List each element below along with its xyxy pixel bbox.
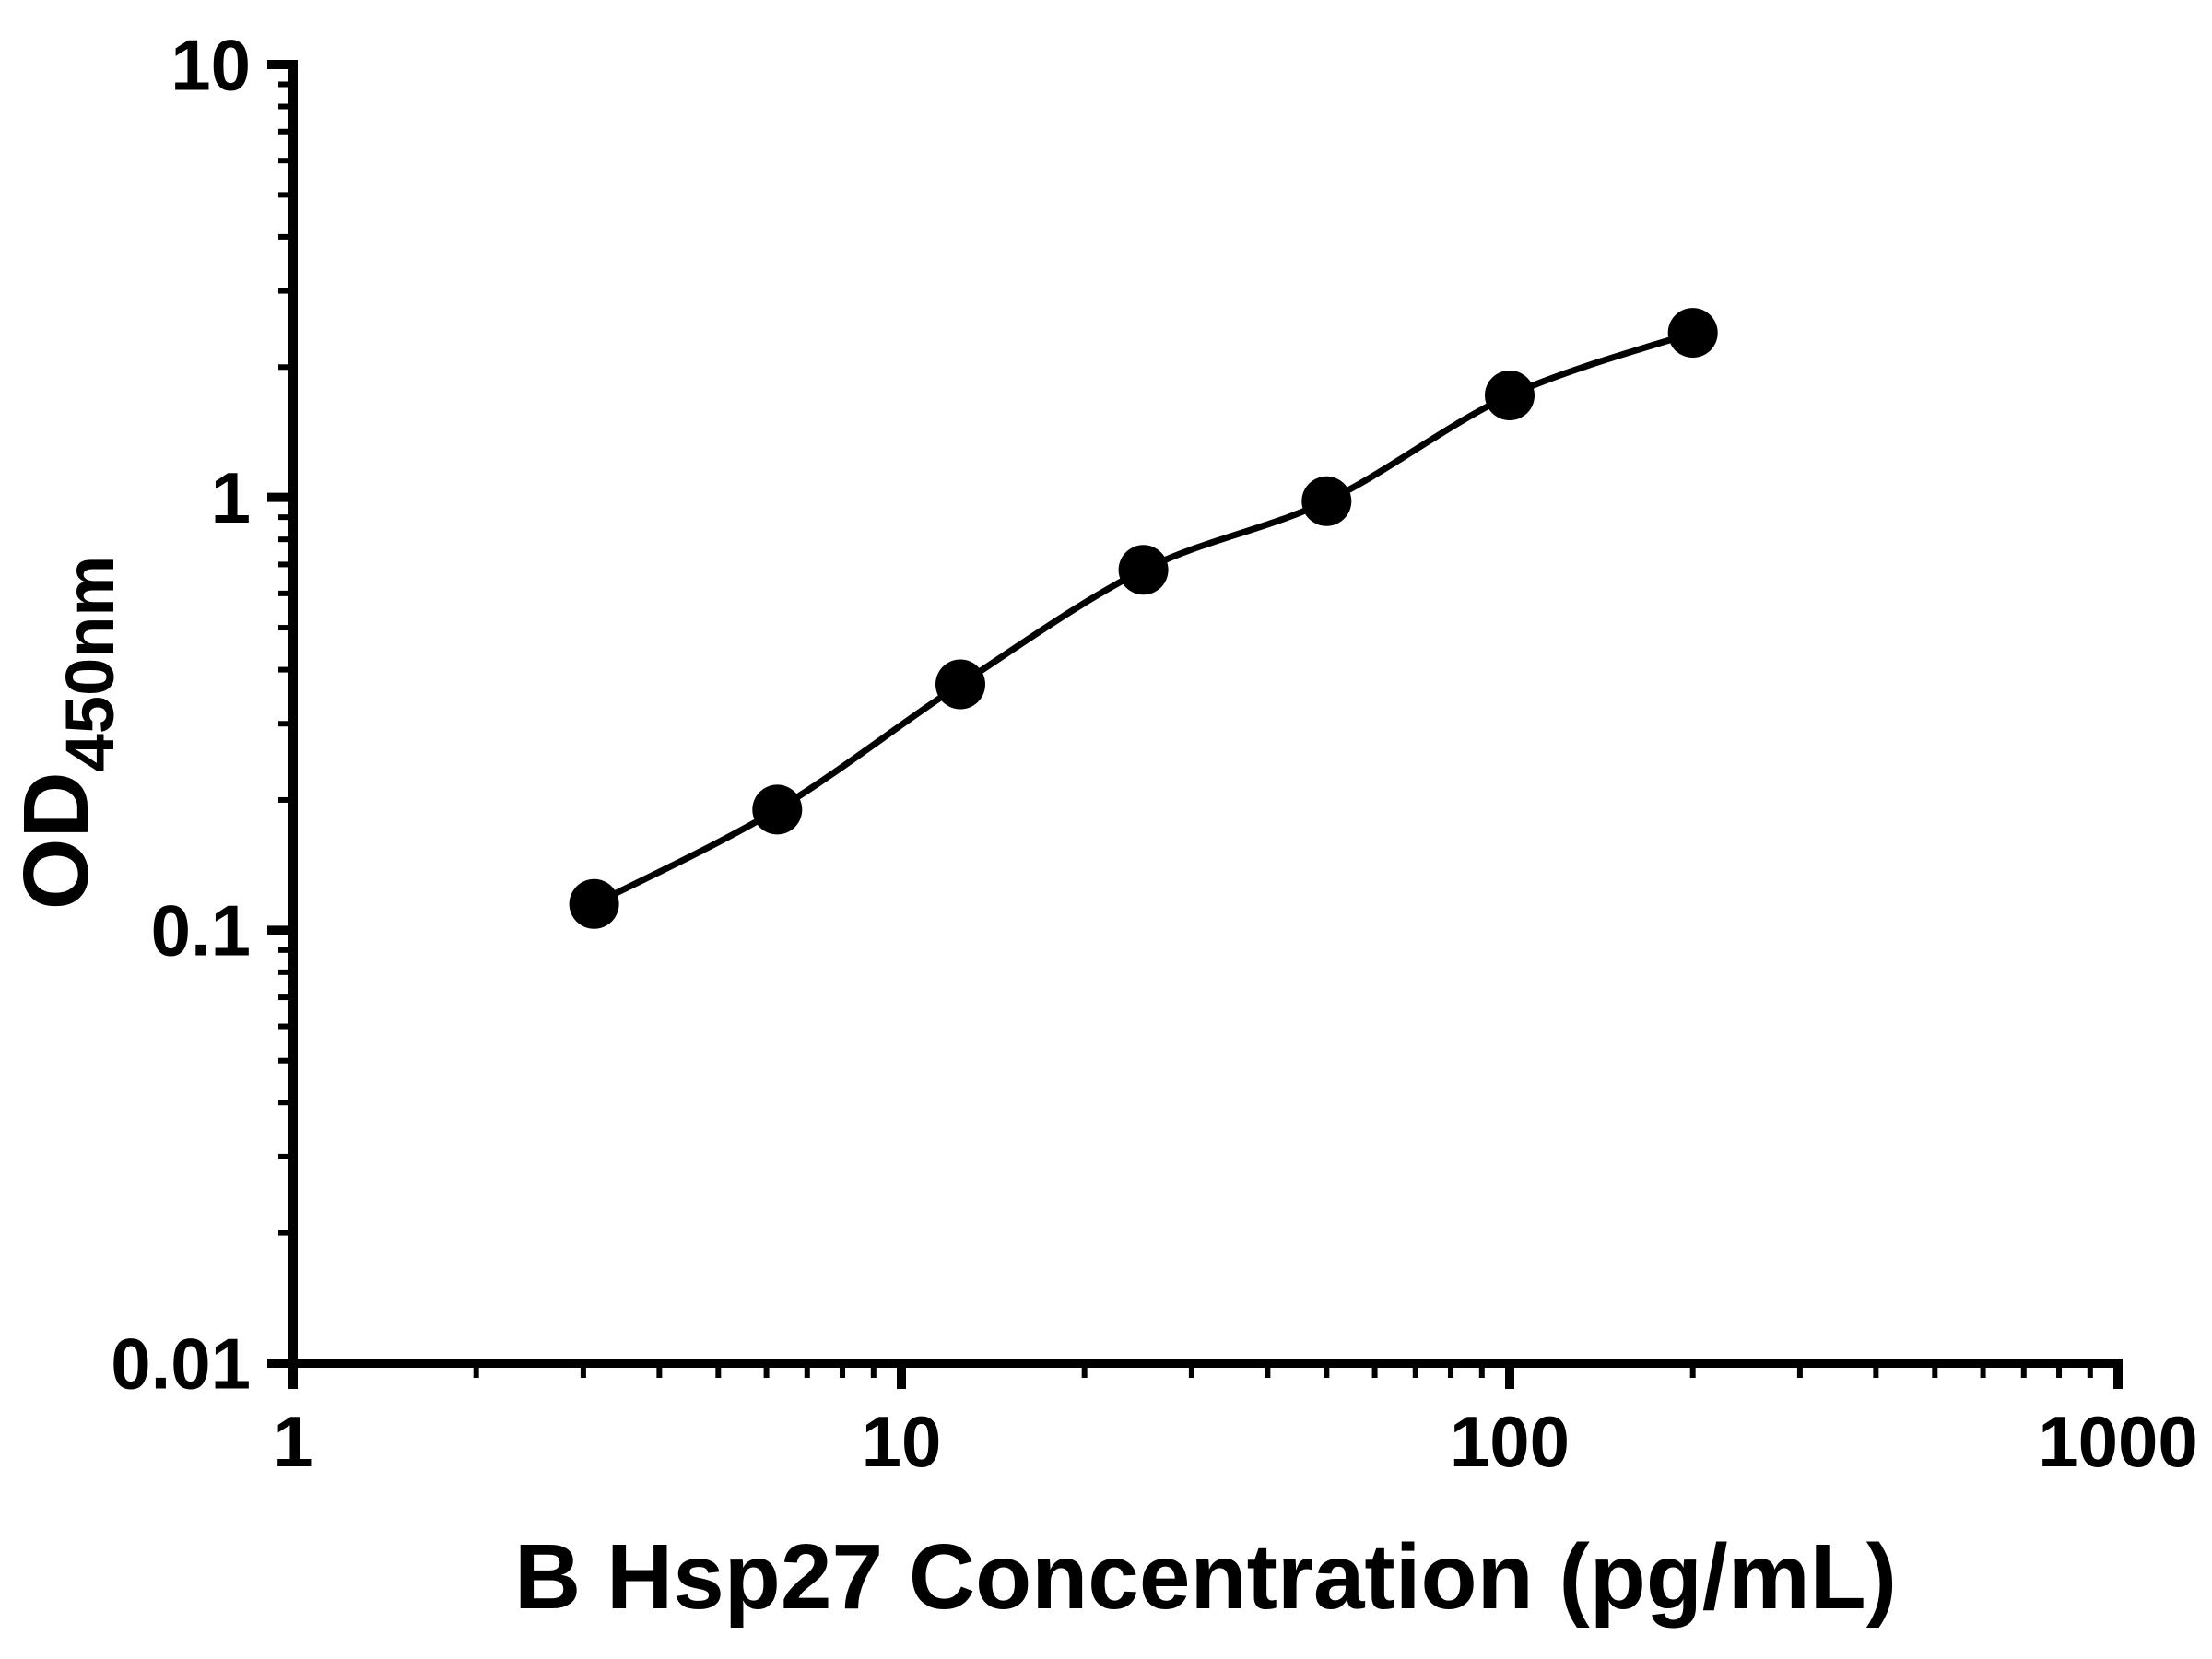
x-tick-label: 100 xyxy=(1450,1401,1570,1482)
x-tick-label: 1 xyxy=(273,1401,312,1482)
chart-render-layer: 1 10 100 1000 0.01 0.1 1 10 xyxy=(111,24,2198,1482)
data-point xyxy=(569,878,619,929)
x-tick-label: 1000 xyxy=(2038,1401,2198,1482)
data-point xyxy=(1667,308,1718,359)
y-tick-label: 1 xyxy=(211,457,251,538)
data-point xyxy=(1301,476,1352,526)
y-axis-label: OD450nm xyxy=(5,556,128,910)
data-point xyxy=(935,659,985,710)
y-axis-label-main: OD xyxy=(5,771,108,910)
y-axis-label-subscript: 450nm xyxy=(52,556,128,771)
y-tick-label: 10 xyxy=(171,24,251,105)
data-point xyxy=(752,784,803,835)
data-point xyxy=(1118,545,1169,595)
x-axis-label: B Hsp27 Concentration (pg/mL) xyxy=(514,1525,1897,1629)
y-tick-label: 0.01 xyxy=(111,1323,251,1404)
x-tick-label: 10 xyxy=(862,1401,942,1482)
y-tick-label: 0.1 xyxy=(151,890,251,971)
data-point xyxy=(1485,371,1535,420)
